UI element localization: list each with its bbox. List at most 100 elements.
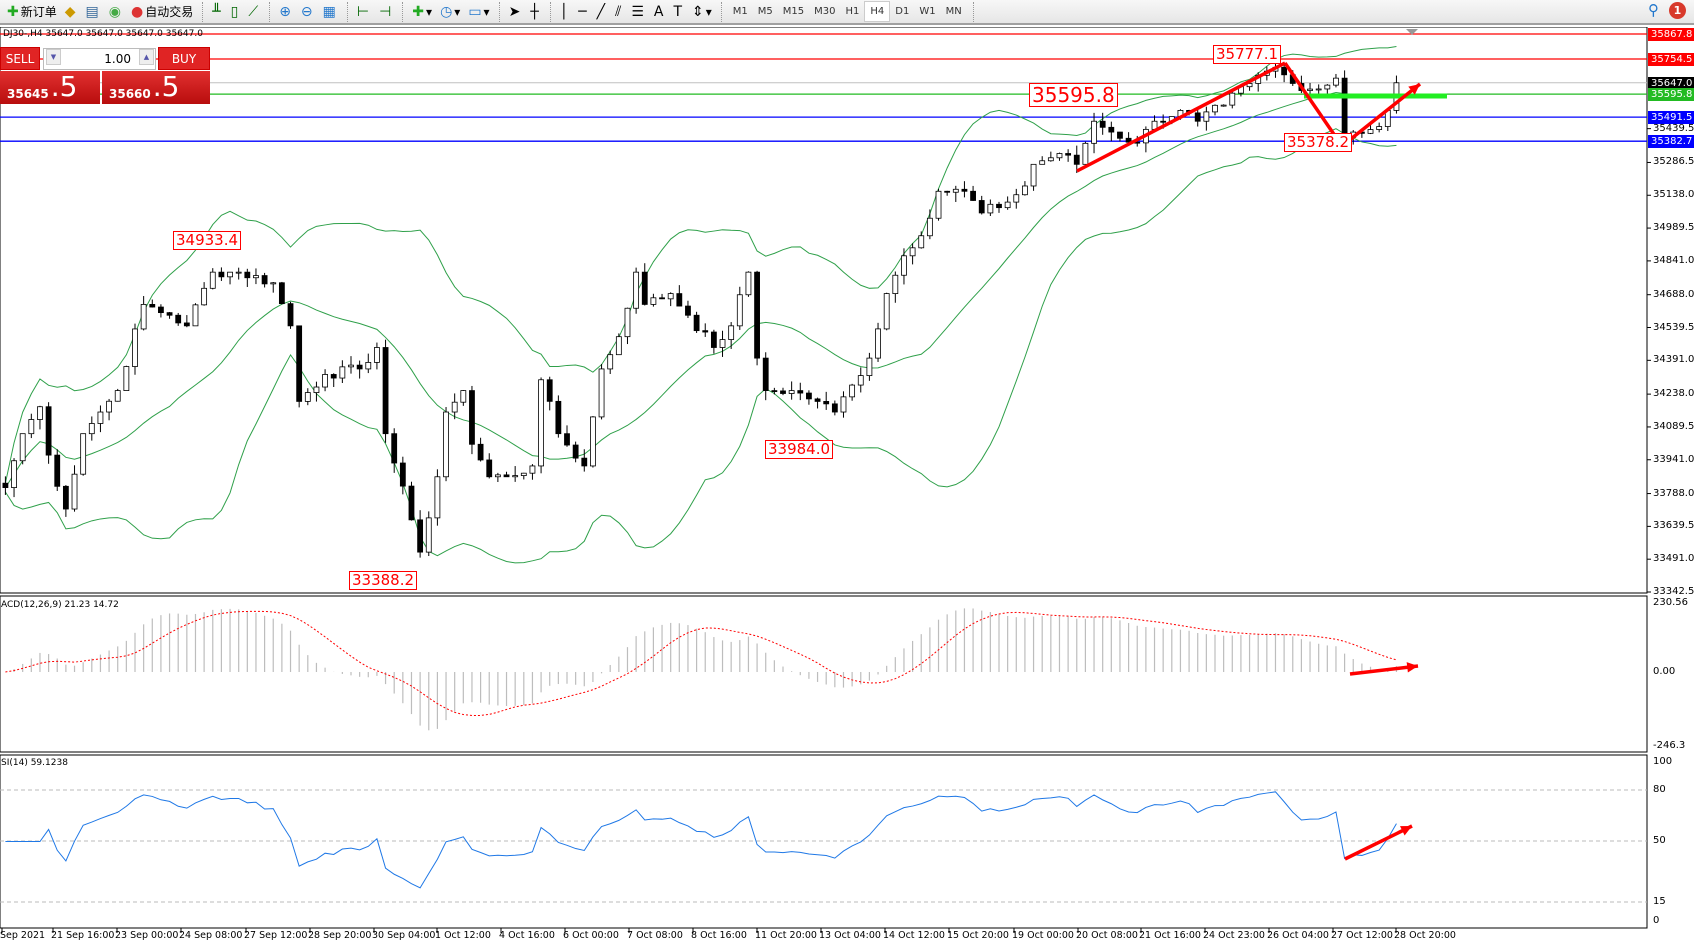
candle [978,200,985,214]
candle [330,374,337,379]
zoom-out-button[interactable]: ⊖ [298,1,318,22]
bar-chart-button[interactable]: ╨ [209,1,225,22]
line-chart-button[interactable]: ⟋ [245,1,263,22]
cursor-button[interactable]: ➤ [506,1,526,22]
trend-arrow-rebound [1340,82,1422,148]
crosshair-button[interactable]: ┼ [527,1,543,22]
candle [106,400,112,413]
annotation-high[interactable]: 35777.1 [1213,45,1282,64]
chart-shift-marker [1406,29,1418,35]
text-button[interactable]: A [651,1,669,22]
channel-button[interactable]: ⫽ [612,1,626,22]
new-order-button[interactable]: ✚ 新订单 [7,3,57,20]
timeframe-m30[interactable]: M30 [814,6,836,17]
time-tick-label: 4 Oct 16:00 [499,930,555,941]
rsi-arrow [1344,824,1413,861]
price-level-tag[interactable]: 35754.5 [1648,53,1694,67]
horizontal-line-button[interactable]: ─ [575,1,591,22]
buy-button[interactable]: BUY [158,47,210,70]
price-level-tag[interactable]: 35595.8 [1648,88,1694,102]
timeframe-h4[interactable]: H4 [864,1,891,22]
candle [1203,111,1210,122]
zoom-in-button[interactable]: ⊕ [276,1,296,22]
metaeditor-button[interactable]: ◆ [62,1,81,22]
candle [408,485,415,521]
lot-increase-icon[interactable]: ▲ [139,49,154,65]
rsi-level-80: 80 [1653,784,1666,795]
candle [270,282,277,285]
vertical-line-button[interactable]: │ [557,1,573,22]
timeframe-h1[interactable]: H1 [845,6,860,17]
sell-button[interactable]: SELL [0,47,40,70]
chart-area[interactable] [0,27,1694,943]
timeframe-d1[interactable]: D1 [895,6,910,17]
price-level-tag[interactable]: 35647.0 [1648,76,1694,90]
lot-decrease-icon[interactable]: ▼ [46,49,61,65]
candle-chart-button[interactable]: ▯ [228,1,244,22]
main-pane-border [0,27,1648,594]
price-level-tag[interactable]: 35867.8 [1648,28,1694,41]
tile-windows-button[interactable]: ▦ [320,1,341,22]
time-tick-label: 27 Oct 12:00 [1331,930,1393,941]
time-tick-label: 15 Oct 20:00 [947,930,1009,941]
periods-button[interactable]: ◷ ▾ [440,3,461,20]
price-level-tag[interactable]: 35382.7 [1648,135,1694,149]
price-level-tag[interactable]: 35491.5 [1648,111,1694,125]
price-tick-label: 34841.0 [1653,254,1694,266]
candle [313,386,320,393]
candle [702,330,709,333]
arrows-button[interactable]: ⇕ ▾ [692,3,712,20]
channel-icon: ⫽ [615,3,622,20]
timeframe-bar: M1 M5 M15 M30 H1 H4 D1 W1 MN [728,1,967,22]
candle [1073,154,1080,165]
auto-scroll-icon: ⊢ [356,3,370,20]
templates-button[interactable]: ▭ ▾ [468,3,490,20]
candle [659,297,665,300]
candle [1039,160,1046,165]
auto-scroll-button[interactable]: ⊢ [354,1,374,22]
timeframe-mn[interactable]: MN [945,6,962,17]
candle [546,379,553,402]
candle [875,328,881,359]
annotation-low[interactable]: 33984.0 [765,440,834,459]
time-tick-label: 28 Sep 20:00 [308,930,372,941]
lot-size-input[interactable]: 1.00 [43,48,156,70]
candle [1281,66,1288,76]
time-tick-label: 1 Oct 12:00 [435,930,491,941]
candle [158,306,164,314]
timeframe-w1[interactable]: W1 [919,6,936,17]
crosshair-icon: ┼ [530,3,539,20]
search-icon[interactable]: ⚲ [1648,1,1659,19]
rsi-level-15: 15 [1653,896,1666,907]
candle [806,392,812,400]
timeframe-m5[interactable]: M5 [757,6,773,17]
annotation-low[interactable]: 33388.2 [349,571,418,590]
auto-trading-button[interactable]: ● 自动交易 [130,3,194,20]
sell-price[interactable]: 35645.5 [0,71,100,104]
candle [88,423,95,435]
buy-price[interactable]: 35660.5 [102,71,210,104]
candle [253,275,259,279]
timeframe-m1[interactable]: M1 [732,6,748,17]
trendline-button[interactable]: ╱ [594,1,610,22]
candle [624,307,631,338]
candle [278,282,285,305]
annotation-low[interactable]: 35378.2 [1284,133,1353,152]
candle [814,398,821,402]
candle [244,271,251,279]
candle [831,403,838,413]
chart-shift-button[interactable]: ⊣ [376,1,396,22]
candle [892,274,899,294]
annotation-level[interactable]: 35595.8 [1029,83,1118,107]
candle [1194,112,1201,122]
market-watch-button[interactable]: ▤ [83,1,104,22]
label-button[interactable]: T [670,1,687,22]
indicators-button[interactable]: ✚ ▾ [412,3,433,20]
candle [512,475,519,478]
timeframe-m15[interactable]: M15 [782,6,805,17]
candle [590,416,596,467]
notification-badge[interactable]: 1 [1669,1,1686,19]
signals-button[interactable]: ◉ [106,1,126,22]
annotation-high[interactable]: 34933.4 [173,231,242,250]
fibonacci-button[interactable]: ☰ [628,1,649,22]
